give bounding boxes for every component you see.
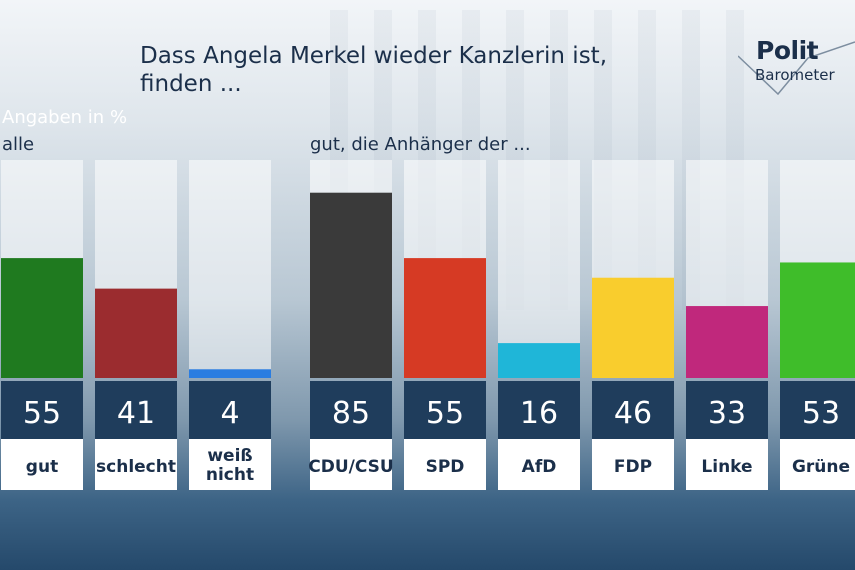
bar-schlecht — [95, 288, 177, 378]
data-label: 4 — [220, 396, 239, 431]
value-box — [404, 381, 486, 439]
tick-label: Grüne — [792, 457, 850, 477]
value-box — [780, 381, 855, 439]
tick-label: CDU/CSU — [308, 457, 393, 477]
value-box — [686, 381, 768, 439]
category-box — [686, 439, 768, 490]
bar-afd — [498, 343, 580, 378]
data-label: 85 — [332, 396, 370, 431]
tick-label: FDP — [614, 457, 652, 477]
bar-cdu-csu — [310, 192, 392, 378]
bar-spd — [404, 258, 486, 378]
data-label: 55 — [426, 396, 464, 431]
category-box — [1, 439, 83, 490]
bar-background — [498, 160, 580, 378]
bar-linke — [686, 306, 768, 378]
tick-label: weiß — [207, 446, 252, 466]
logo-word-polit: Polit — [756, 36, 819, 65]
category-box — [189, 439, 271, 490]
logo-word-barometer: Barometer — [755, 66, 835, 84]
tick-label: Linke — [701, 457, 752, 477]
value-box — [95, 381, 177, 439]
unit-subtitle: Angaben in % — [2, 107, 128, 128]
logo-check-mark-icon — [738, 41, 855, 96]
data-label: 33 — [708, 396, 746, 431]
data-label: 46 — [614, 396, 652, 431]
tick-label: schlecht — [96, 457, 176, 477]
group-label-all: alle — [2, 134, 35, 155]
data-label: 41 — [117, 396, 155, 431]
value-box — [310, 381, 392, 439]
bar-weiß-nicht — [189, 369, 271, 378]
bar-fdp — [592, 277, 674, 378]
group-label-supporters: gut, die Anhänger der ... — [310, 134, 531, 155]
bar-grüne — [780, 262, 855, 378]
value-box — [498, 381, 580, 439]
category-box — [404, 439, 486, 490]
category-box — [498, 439, 580, 490]
chart-title: Dass Angela Merkel wieder Kanzlerin ist,… — [140, 43, 608, 97]
bar-gut — [1, 258, 83, 378]
value-box — [592, 381, 674, 439]
category-box — [592, 439, 674, 490]
tick-label: SPD — [426, 457, 465, 477]
value-box — [1, 381, 83, 439]
tick-label: nicht — [206, 465, 254, 485]
data-label: 55 — [23, 396, 61, 431]
data-label: 53 — [802, 396, 840, 431]
data-label: 16 — [520, 396, 558, 431]
category-box — [780, 439, 855, 490]
bar-background — [189, 160, 271, 378]
tick-label: gut — [26, 457, 58, 477]
category-box — [95, 439, 177, 490]
value-box — [189, 381, 271, 439]
politbarometer-logo: Polit Barometer — [738, 36, 855, 96]
tick-label: AfD — [522, 457, 557, 477]
category-box — [310, 439, 392, 490]
